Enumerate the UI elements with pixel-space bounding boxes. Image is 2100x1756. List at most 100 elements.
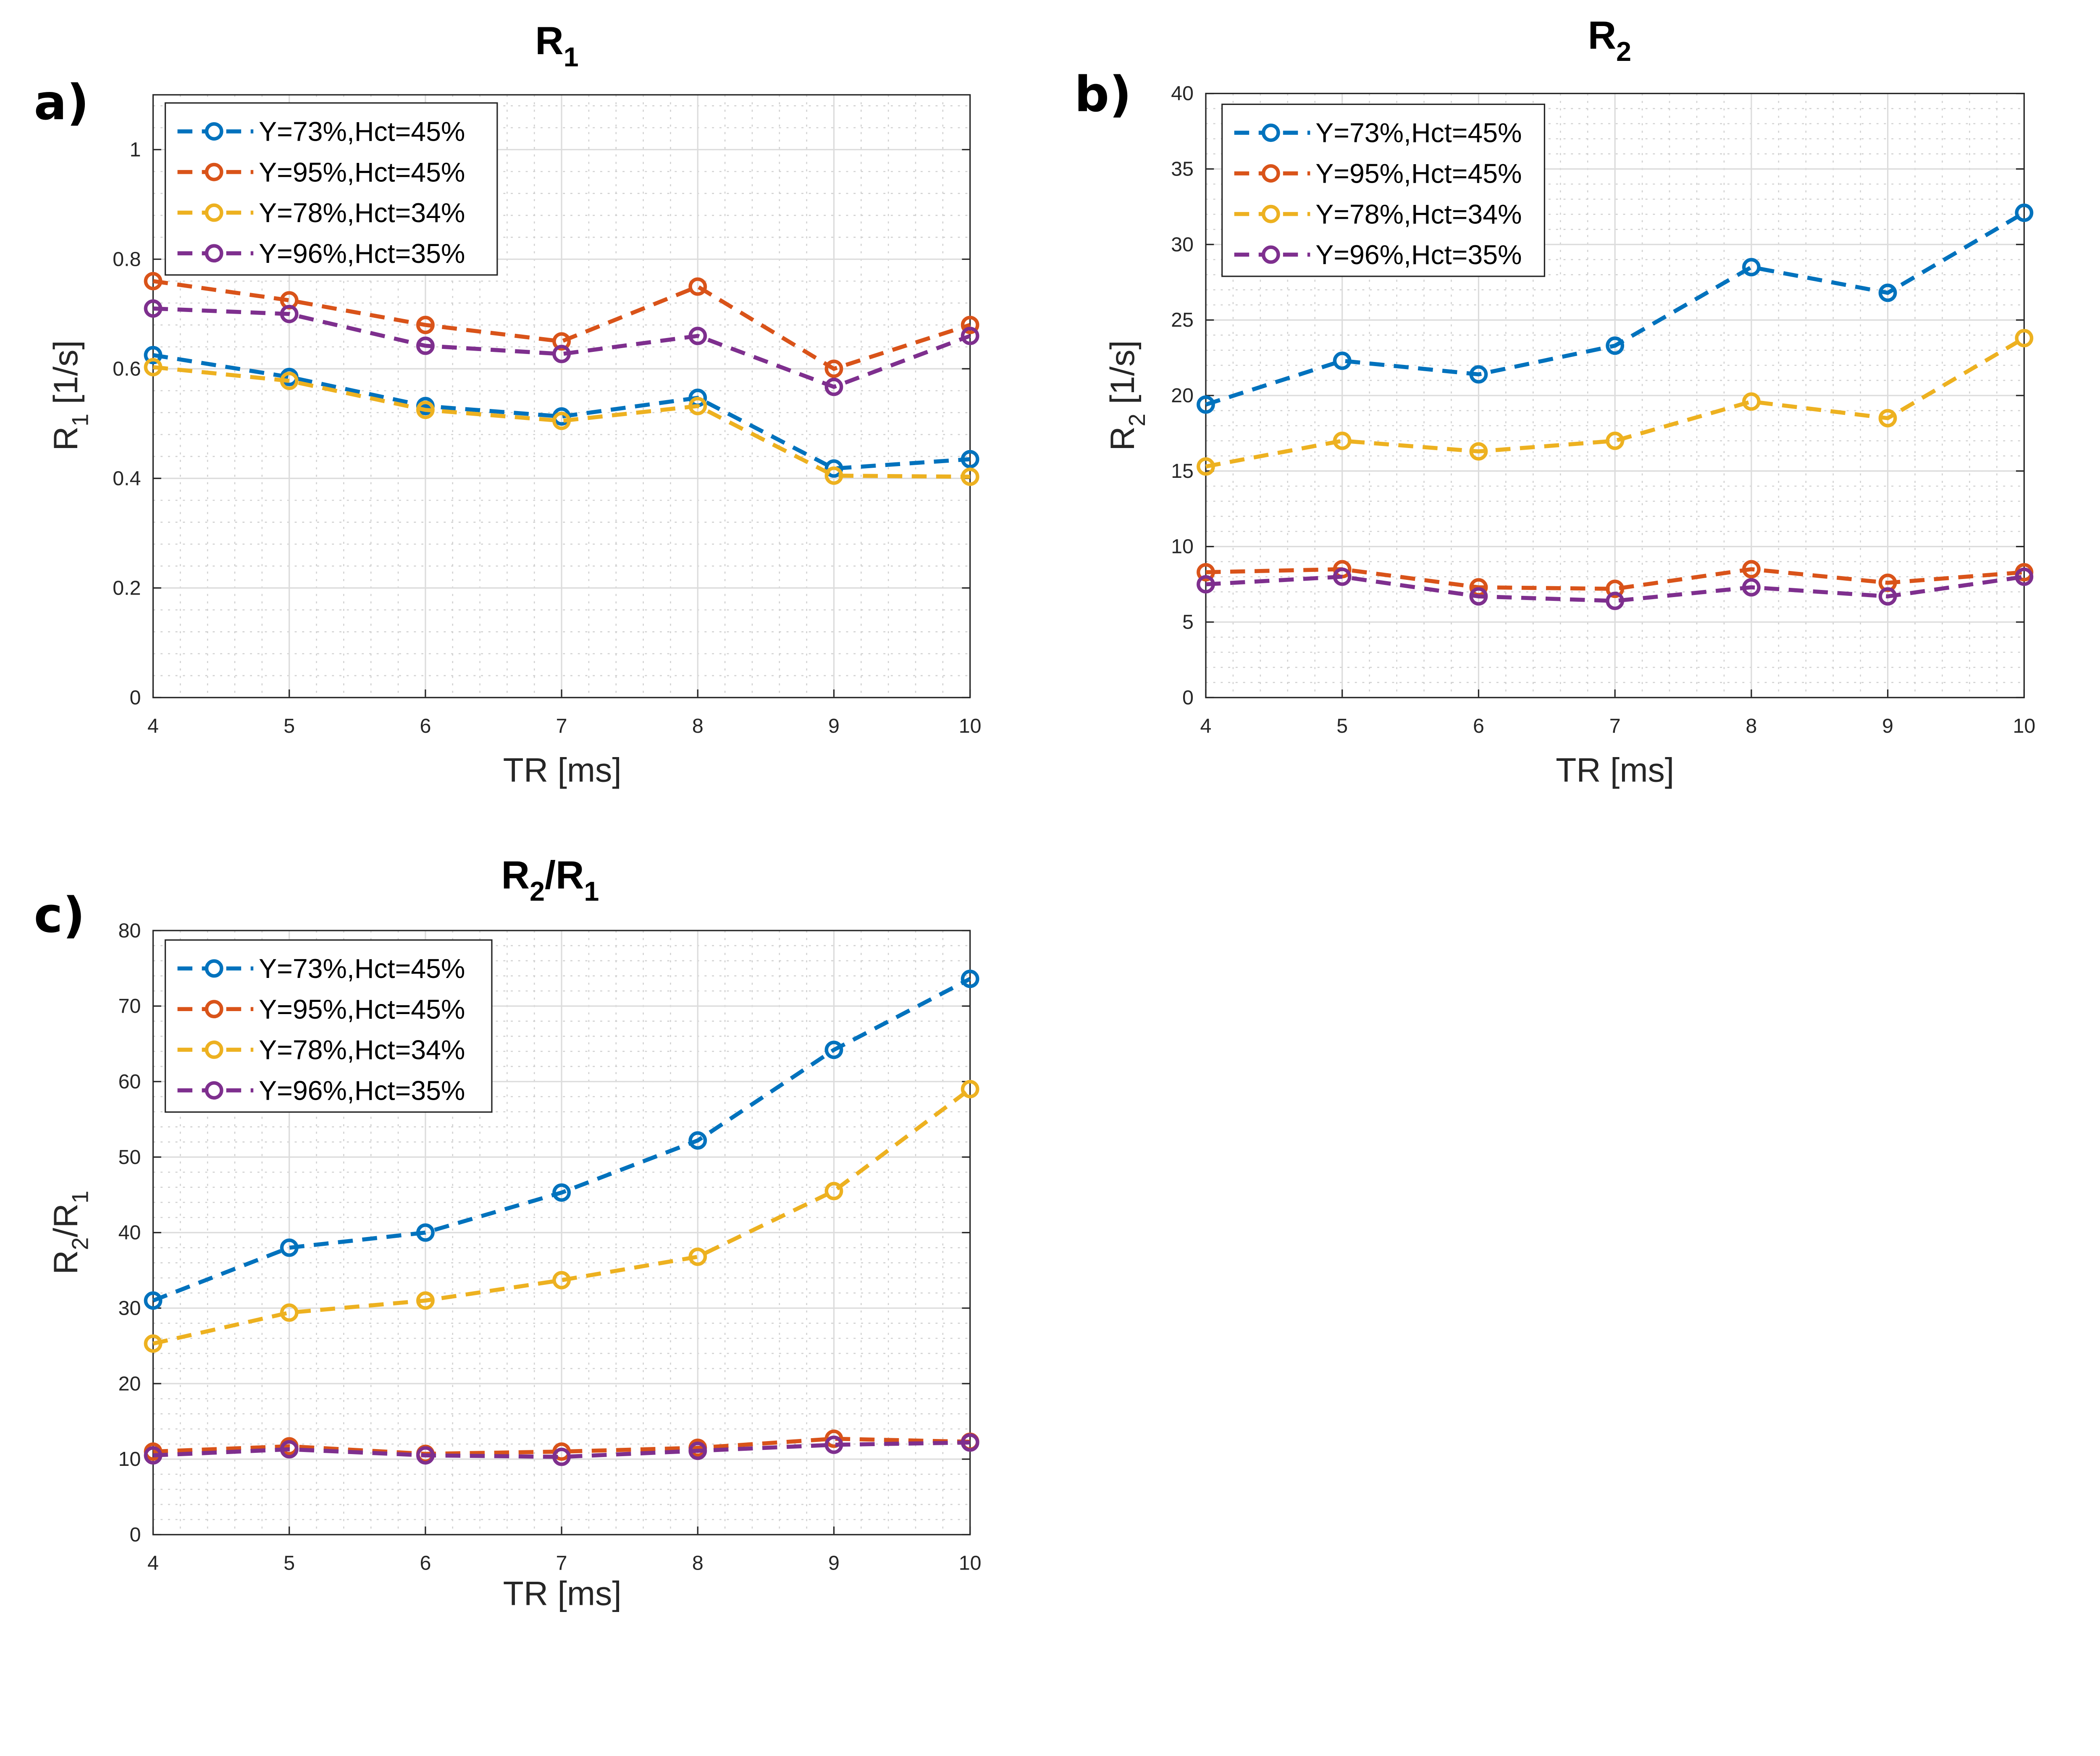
legend-item: Y=95%,Hct=45%	[177, 157, 465, 187]
data-point	[552, 411, 571, 430]
axes-box	[152, 930, 971, 1536]
data-point	[1469, 587, 1488, 606]
data-point	[1333, 567, 1352, 586]
panel-label: b)	[1074, 66, 1131, 123]
legend-marker	[1261, 123, 1280, 142]
legend-marker	[205, 244, 223, 263]
y-axis-label: R2 [1/s]	[1104, 340, 1150, 451]
legend-item: Y=96%,Hct=35%	[177, 1075, 465, 1106]
data-point	[416, 315, 435, 334]
data-point	[824, 1429, 843, 1448]
y-tick-label: 20	[1171, 384, 1194, 407]
chart-title: R2	[1588, 13, 1631, 67]
legend-item: Y=78%,Hct=34%	[1234, 199, 1522, 229]
y-tick-label: 70	[118, 995, 141, 1017]
data-point	[1742, 578, 1761, 597]
data-point	[1742, 258, 1761, 277]
data-point	[552, 1447, 571, 1466]
y-tick-label: 30	[118, 1297, 141, 1319]
data-point	[824, 1435, 843, 1454]
panel-label: a)	[34, 74, 89, 131]
data-point	[1197, 395, 1215, 414]
x-tick-label: 9	[828, 1552, 840, 1575]
data-point	[1878, 283, 1897, 302]
legend-item: Y=73%,Hct=45%	[177, 954, 465, 984]
y-tick-label: 80	[118, 919, 141, 942]
data-point	[416, 1446, 435, 1465]
data-point	[552, 1183, 571, 1202]
legend-label: Y=73%,Hct=45%	[259, 954, 465, 984]
data-point	[688, 1248, 707, 1266]
data-point	[1197, 575, 1215, 594]
series-2	[144, 272, 979, 378]
series-line	[1205, 336, 2025, 469]
data-point	[280, 1238, 299, 1257]
figure: a) R1 TR [ms] R1 [1/s] 4 5 6 7 8 9 1000.20.40.…	[34, 13, 2036, 1612]
data-point	[961, 467, 979, 486]
y-tick-label: 15	[1171, 460, 1194, 482]
x-tick-label: 6	[420, 1552, 431, 1575]
series-4	[144, 1433, 979, 1466]
y-tick-label: 30	[1171, 233, 1194, 256]
data-point	[1197, 457, 1215, 476]
data-point	[688, 327, 707, 345]
data-point	[416, 1223, 435, 1242]
x-tick-label: 7	[1609, 715, 1621, 737]
data-point	[280, 1440, 299, 1459]
data-point	[280, 372, 299, 390]
axes-box	[152, 94, 971, 698]
legend-marker	[205, 1040, 223, 1059]
data-point	[1606, 579, 1625, 598]
data-point	[144, 299, 163, 318]
series-line	[1205, 574, 2025, 603]
data-point	[961, 315, 979, 334]
legend-label: Y=73%,Hct=45%	[1315, 118, 1522, 148]
plot-area: 4 5 6 7 8 9 10 0 0.2 0.4 0.6 0.8 1 Y=73%,Hct=45% Y=95%…	[113, 94, 982, 737]
data-point	[1333, 431, 1352, 450]
series-1	[1197, 203, 2034, 414]
y-axis-label: R2/R1	[47, 1191, 93, 1275]
legend: Y=73%,Hct=45% Y=95%,Hct=45% Y=78%,Hct=34% Y…	[164, 939, 493, 1113]
legend-marker	[1261, 164, 1280, 183]
series-line	[153, 1436, 970, 1456]
legend-marker	[1261, 204, 1280, 223]
legend-label: Y=96%,Hct=35%	[259, 1075, 465, 1106]
data-point	[824, 459, 843, 478]
x-tick-label: 6	[1473, 715, 1484, 737]
legend-label: Y=95%,Hct=45%	[259, 157, 465, 187]
data-point	[1469, 365, 1488, 384]
data-point	[416, 1291, 435, 1310]
x-tick-label: 8	[1746, 715, 1757, 737]
x-tick-label: 6	[420, 715, 431, 737]
data-point	[2015, 203, 2034, 222]
data-point	[1606, 336, 1625, 355]
legend-marker	[205, 1081, 223, 1100]
y-tick-label: 0	[1182, 686, 1194, 709]
x-tick-label: 5	[284, 1552, 295, 1575]
series-4	[144, 299, 979, 396]
data-point	[961, 450, 979, 469]
x-tick-label: 7	[556, 1552, 567, 1575]
data-point	[824, 359, 843, 378]
data-point	[280, 1303, 299, 1322]
x-tick-label: 10	[959, 1552, 982, 1575]
data-point	[688, 277, 707, 296]
data-point	[552, 332, 571, 351]
data-point	[2015, 567, 2034, 586]
y-tick-label: 5	[1182, 611, 1194, 634]
legend-item: Y=95%,Hct=45%	[177, 994, 465, 1025]
x-axis-label: TR [ms]	[503, 1575, 622, 1612]
x-tick-label: 5	[284, 715, 295, 737]
y-axis-label: R1 [1/s]	[47, 340, 93, 451]
data-point	[144, 1446, 163, 1465]
data-point	[1878, 409, 1897, 427]
data-point	[824, 1040, 843, 1059]
series-3	[144, 358, 979, 486]
x-tick-label: 4	[147, 1552, 159, 1575]
data-point	[144, 358, 163, 377]
data-point	[824, 1182, 843, 1200]
legend-item: Y=95%,Hct=45%	[1234, 158, 1522, 189]
data-point	[688, 397, 707, 415]
data-point	[688, 1441, 707, 1460]
legend-item: Y=78%,Hct=34%	[177, 198, 465, 228]
